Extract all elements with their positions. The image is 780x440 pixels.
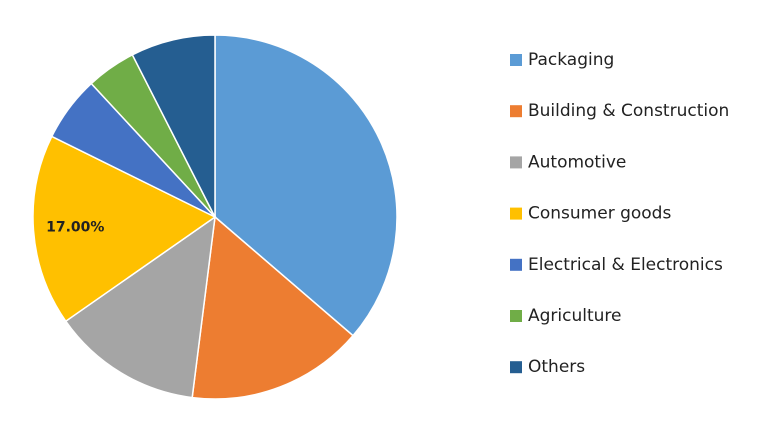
pie-slice [191,215,355,400]
pie-slice [64,215,216,399]
legend-text: Building & Construction [528,101,729,121]
legend-swatch [510,258,522,271]
legend-swatch [510,156,522,169]
legend-text: Agriculture [528,306,622,326]
pie-slice [32,135,217,323]
legend-text: Others [528,357,585,377]
legend-swatch [510,105,522,118]
pie-slice [214,34,398,337]
legend-text: Automotive [528,152,626,172]
legend-text: Electrical & Electronics [528,255,723,275]
legend-swatch [510,207,522,220]
legend-swatch [510,54,522,66]
legend-swatch [510,310,522,322]
value-label: 17.00% [46,220,104,236]
legend-swatch [510,361,522,374]
legend-text: Packaging [528,50,614,70]
legend-text: Consumer goods [528,204,671,224]
pie-slice [131,34,216,218]
